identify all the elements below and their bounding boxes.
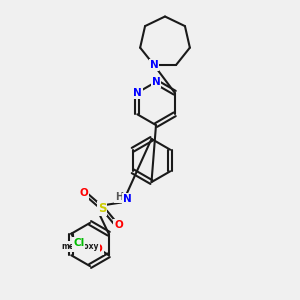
Text: N: N bbox=[152, 77, 160, 87]
Text: N: N bbox=[123, 194, 132, 204]
Text: Cl: Cl bbox=[73, 238, 84, 248]
Text: S: S bbox=[98, 202, 106, 215]
Text: methoxy: methoxy bbox=[61, 242, 99, 251]
Text: O: O bbox=[80, 188, 88, 199]
Text: O: O bbox=[94, 244, 103, 254]
Text: O: O bbox=[114, 220, 123, 230]
Text: N: N bbox=[150, 60, 158, 70]
Text: H: H bbox=[115, 192, 123, 202]
Text: N: N bbox=[133, 88, 142, 98]
